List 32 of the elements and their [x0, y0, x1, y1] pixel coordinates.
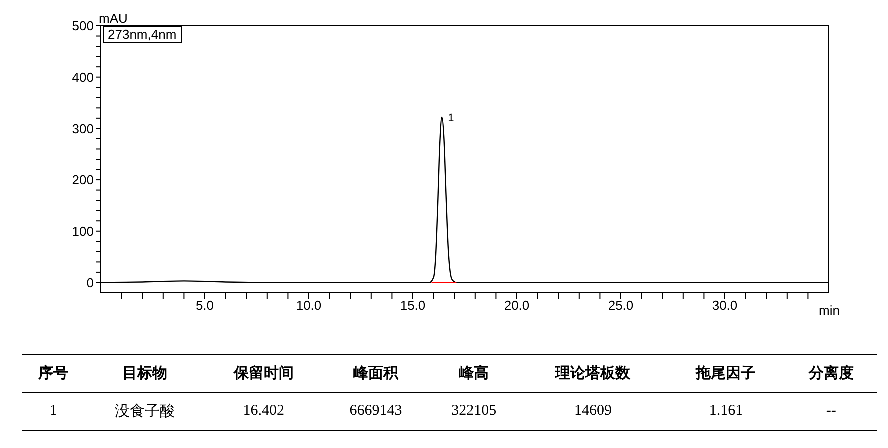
y-tick-label: 300 — [72, 121, 94, 136]
x-tick-label: 25.0 — [608, 298, 634, 314]
y-tick-label: 200 — [72, 172, 94, 188]
y-tick-label: 400 — [72, 70, 94, 85]
x-tick-label: 30.0 — [712, 298, 738, 314]
x-axis-title: min — [819, 303, 840, 318]
x-tick-label: 5.0 — [196, 298, 214, 314]
y-tick-label: 100 — [72, 224, 94, 239]
text: 322105 — [450, 402, 498, 421]
annotation: 1 — [448, 112, 454, 124]
y-axis-title: mAU — [99, 11, 128, 26]
text: 分离度 — [808, 364, 855, 384]
x-tick-label: 15.0 — [400, 298, 426, 314]
x-tick-label: 20.0 — [504, 298, 530, 314]
text: 目标物 — [121, 364, 168, 384]
text: 峰高 — [458, 364, 490, 384]
text: 拖尾因子 — [694, 364, 758, 384]
text: 16.402 — [242, 402, 286, 421]
text: 理论塔板数 — [554, 364, 632, 384]
legend-label: 273nm,4nm — [103, 26, 182, 43]
text: 峰面积 — [352, 364, 400, 384]
text: 6669143 — [348, 402, 404, 421]
text: 保留时间 — [232, 364, 295, 384]
text: 没食子酸 — [114, 402, 176, 422]
y-tick-label: 0 — [86, 275, 94, 290]
text: 序号 — [37, 364, 70, 384]
y-tick-label: 500 — [72, 18, 94, 34]
text: 14609 — [573, 402, 613, 421]
text: -- — [825, 402, 838, 421]
text: 1.161 — [708, 402, 744, 421]
x-tick-label: 10.0 — [296, 298, 322, 314]
text: 1 — [48, 402, 58, 421]
